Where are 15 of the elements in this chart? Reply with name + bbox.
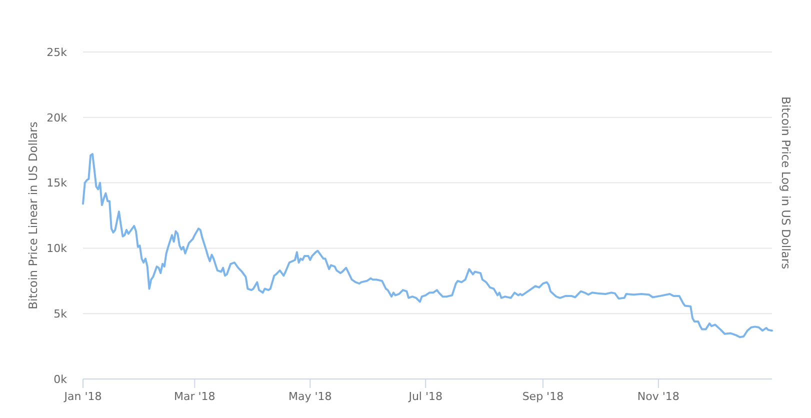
- y-tick-label: 25k: [46, 46, 68, 59]
- y-tick-label: 0k: [54, 372, 68, 386]
- y-tick-label: 10k: [46, 242, 68, 256]
- y-tick-label: 20k: [46, 111, 68, 124]
- y-tick-label: 15k: [46, 176, 68, 190]
- x-tick-label: Nov '18: [637, 390, 680, 403]
- y2-axis-title: Bitcoin Price Log in US Dollars: [778, 96, 793, 270]
- y-axis-title: Bitcoin Price Linear in US Dollars: [26, 122, 40, 310]
- x-tick-label: Jan '18: [63, 390, 102, 403]
- x-tick-label: Jul '18: [408, 390, 443, 403]
- x-tick-label: Mar '18: [174, 390, 216, 403]
- y-tick-label: 5k: [54, 307, 68, 320]
- x-tick-label: Sep '18: [522, 390, 564, 403]
- x-tick-label: May '18: [288, 390, 332, 403]
- line-series: [82, 153, 773, 338]
